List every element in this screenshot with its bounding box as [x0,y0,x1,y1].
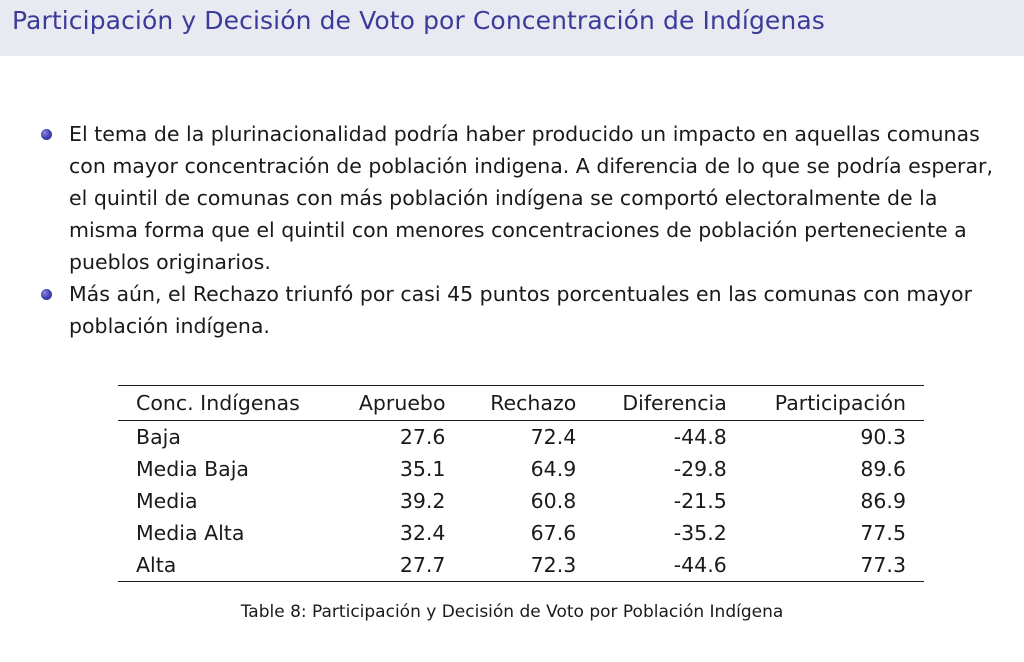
cell-conc: Media Alta [136,521,245,545]
table-row: Media Alta 32.4 67.6 -35.2 77.5 [118,517,924,549]
cell-diferencia: -35.2 [673,521,727,545]
header-diferencia: Diferencia [622,391,727,415]
cell-conc: Media Baja [136,457,249,481]
cell-apruebo: 32.4 [399,521,446,545]
cell-rechazo: 67.6 [530,521,577,545]
table-row: Media 39.2 60.8 -21.5 86.9 [118,485,924,517]
cell-diferencia: -29.8 [673,457,727,481]
table-row: Media Baja 35.1 64.9 -29.8 89.6 [118,453,924,485]
results-table-container: Conc. Indígenas Apruebo Rechazo Diferenc… [118,385,924,582]
cell-rechazo: 60.8 [530,489,577,513]
bullet-text: El tema de la plurinacionalidad podría h… [69,122,993,274]
cell-diferencia: -44.6 [673,553,727,577]
cell-diferencia: -21.5 [673,489,727,513]
cell-apruebo: 35.1 [399,457,446,481]
cell-participacion: 89.6 [860,457,906,481]
bullet-list: El tema de la plurinacionalidad podría h… [40,118,1000,342]
cell-conc: Baja [136,425,181,449]
cell-rechazo: 64.9 [530,457,577,481]
cell-diferencia: -44.8 [673,425,727,449]
table-header-row: Conc. Indígenas Apruebo Rechazo Diferenc… [118,385,924,421]
table-row: Alta 27.7 72.3 -44.6 77.3 [118,549,924,582]
cell-apruebo: 27.6 [399,425,446,449]
table-row: Baja 27.6 72.4 -44.8 90.3 [118,421,924,454]
frame-title: Participación y Decisión de Voto por Con… [12,6,825,35]
header-rechazo: Rechazo [490,391,577,415]
header-participacion: Participación [774,391,906,415]
header-apruebo: Apruebo [358,391,446,415]
header-conc-indigenas: Conc. Indígenas [136,391,300,415]
cell-participacion: 77.3 [860,553,906,577]
results-table: Conc. Indígenas Apruebo Rechazo Diferenc… [118,385,924,582]
cell-participacion: 90.3 [860,425,906,449]
frame-title-bar: Participación y Decisión de Voto por Con… [0,0,1024,56]
cell-rechazo: 72.3 [530,553,577,577]
bullet-item: El tema de la plurinacionalidad podría h… [40,118,1000,278]
cell-apruebo: 27.7 [399,553,446,577]
cell-conc: Alta [136,553,177,577]
cell-participacion: 77.5 [860,521,906,545]
cell-apruebo: 39.2 [399,489,446,513]
cell-participacion: 86.9 [860,489,906,513]
cell-conc: Media [136,489,198,513]
bullet-item: Más aún, el Rechazo triunfó por casi 45 … [40,278,1000,342]
table-caption: Table 8: Participación y Decisión de Vot… [240,602,784,622]
bullet-dot-icon [41,129,52,140]
bullet-text: Más aún, el Rechazo triunfó por casi 45 … [69,282,973,338]
cell-rechazo: 72.4 [530,425,577,449]
bullet-dot-icon [41,289,52,300]
